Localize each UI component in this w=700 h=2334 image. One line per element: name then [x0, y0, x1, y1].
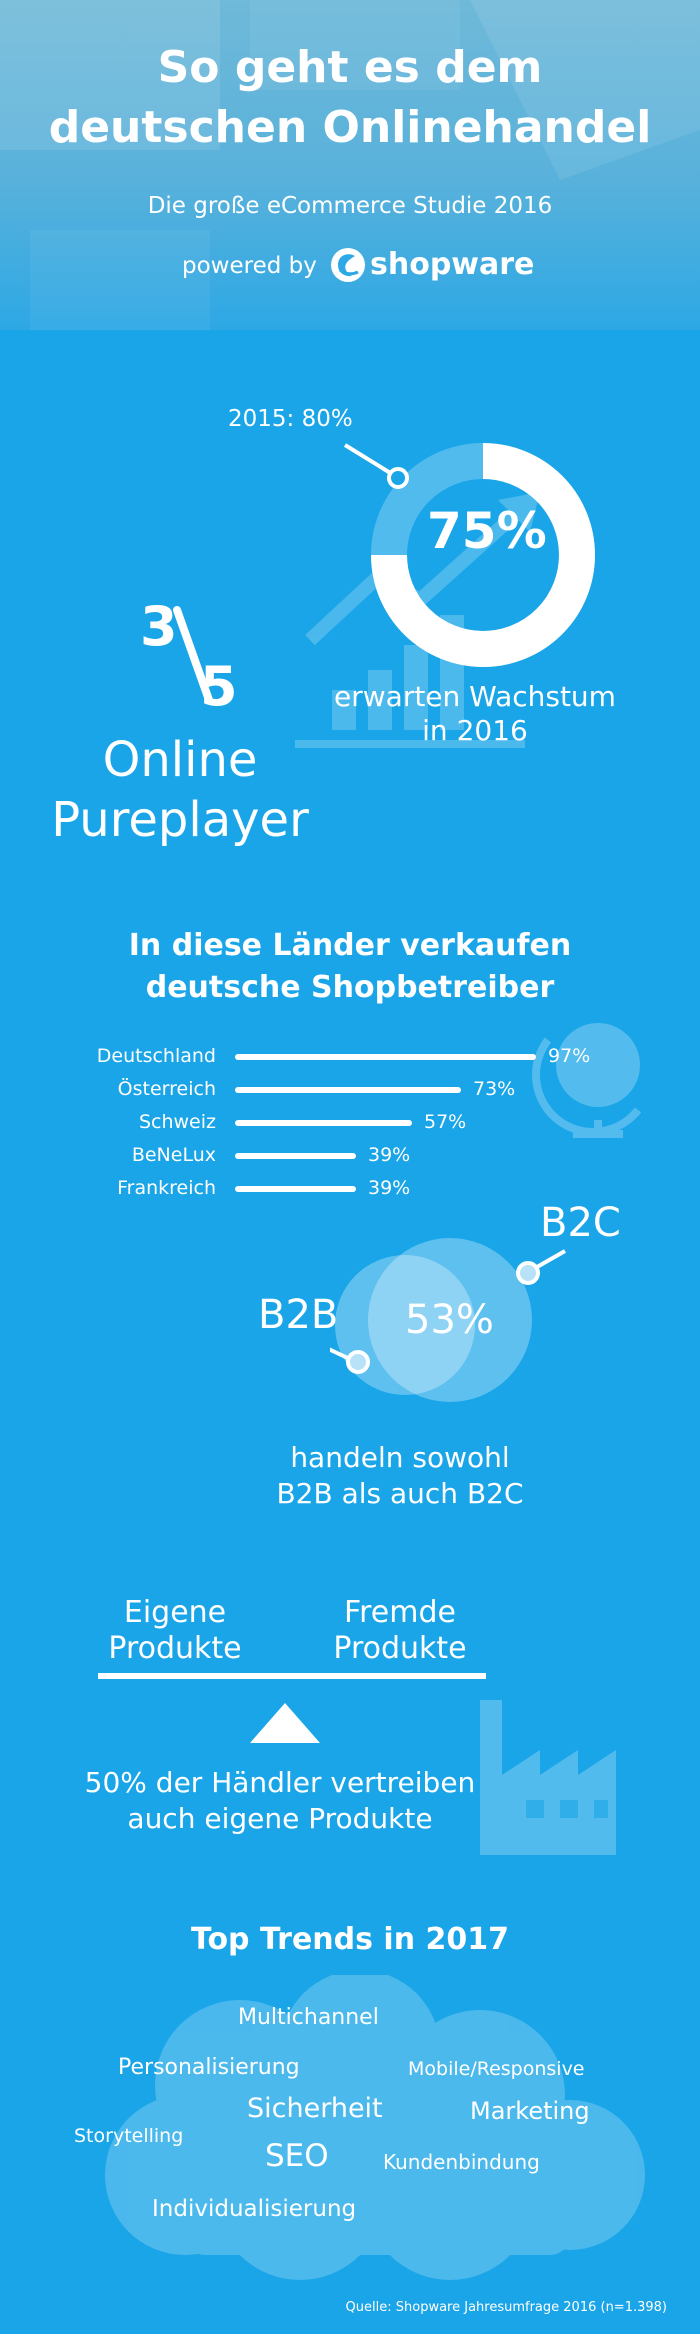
third-party-products-line-1: Fremde: [344, 1595, 456, 1630]
growth-caption: erwarten Wachstum in 2016: [330, 680, 620, 748]
third-party-products-label: Fremde Produkte: [300, 1595, 500, 1667]
products-caption-line-1: 50% der Händler vertreiben: [84, 1766, 476, 1799]
header-background-photo: [0, 0, 700, 330]
trend-personalisierung: Personalisierung: [118, 2055, 300, 2080]
title-line-1: So geht es dem: [157, 42, 543, 93]
trend-sicherheit: Sicherheit: [247, 2093, 383, 2124]
trend-seo: SEO: [265, 2138, 329, 2174]
country-value: 57%: [424, 1111, 467, 1133]
b2c-label: B2C: [540, 1200, 621, 1246]
fraction-slash: [173, 606, 213, 704]
b2b-b2c-value: 53%: [405, 1297, 494, 1343]
trend-mobile-responsive: Mobile/Responsive: [408, 2058, 585, 2080]
globe-icon: [531, 1023, 642, 1138]
pureplayer-label-line-2: Pureplayer: [51, 792, 309, 848]
countries-title-line-1: In diese Länder verkaufen: [128, 928, 572, 963]
b2b-pointer-line: [330, 1347, 353, 1362]
country-bar: [235, 1054, 536, 1060]
own-products-line-1: Eigene: [123, 1595, 227, 1630]
growth-graphic: [295, 443, 595, 748]
trend-marketing: Marketing: [470, 2097, 590, 2125]
b2b-label: B2B: [258, 1292, 339, 1338]
b2b-pointer-dot: [346, 1350, 370, 1374]
brand-name: shopware: [370, 247, 535, 282]
donut-value-arc: [371, 443, 595, 667]
pointer-dot: [387, 467, 409, 489]
country-bar: [235, 1153, 356, 1159]
trend-multichannel: Multichannel: [238, 2005, 379, 2030]
b2b-b2c-caption: handeln sowohl B2B als auch B2C: [200, 1440, 600, 1512]
country-label: Schweiz: [138, 1111, 216, 1133]
source-note: Quelle: Shopware Jahresumfrage 2016 (n=1…: [345, 2300, 667, 2315]
scale-beam: [98, 1673, 486, 1679]
country-value: 39%: [368, 1177, 411, 1199]
factory-icon: [480, 1700, 616, 1855]
country-value: 73%: [473, 1078, 516, 1100]
growth-caption-line-1: erwarten Wachstum: [334, 680, 616, 713]
own-products-line-2: Produkte: [108, 1631, 242, 1666]
venn-diagram: [330, 1238, 566, 1402]
growth-caption-line-2: in 2016: [422, 714, 528, 747]
pointer-line: [343, 443, 394, 476]
b2b-b2c-caption-line-1: handeln sowohl: [290, 1441, 510, 1474]
powered-by-text: powered by: [182, 253, 317, 279]
subtitle: Die große eCommerce Studie 2016: [147, 193, 553, 219]
countries-title: In diese Länder verkaufen deutsche Shopb…: [0, 925, 700, 1009]
page-title: So geht es dem deutschen Onlinehandel: [0, 38, 700, 158]
b2b-b2c-caption-line-2: B2B als auch B2C: [276, 1477, 524, 1510]
country-bar: [235, 1186, 356, 1192]
country-value: 39%: [368, 1144, 411, 1166]
b2b-circle: [335, 1255, 475, 1395]
shopware-logo-icon: [331, 248, 365, 282]
products-caption: 50% der Händler vertreiben auch eigene P…: [40, 1765, 520, 1837]
growth-value: 75%: [427, 502, 547, 560]
countries-title-line-2: deutsche Shopbetreiber: [145, 970, 555, 1005]
country-label: Frankreich: [117, 1177, 216, 1199]
own-products-label: Eigene Produkte: [85, 1595, 265, 1667]
balance-scale: [98, 1673, 486, 1743]
country-label: Österreich: [117, 1078, 216, 1100]
trend-individualisierung: Individualisierung: [152, 2196, 357, 2222]
b2c-pointer-dot: [516, 1261, 540, 1285]
country-value: 97%: [548, 1045, 591, 1067]
trend-storytelling: Storytelling: [74, 2125, 184, 2147]
title-line-2: deutschen Onlinehandel: [48, 102, 652, 153]
country-label: Deutschland: [96, 1045, 216, 1067]
trends-title: Top Trends in 2017: [190, 1922, 510, 1957]
b2c-circle: [368, 1238, 532, 1402]
pureplayer-label: Online Pureplayer: [40, 730, 320, 850]
previous-year-label: 2015: 80%: [228, 406, 353, 432]
trend-kundenbindung: Kundenbindung: [383, 2150, 540, 2174]
country-label: BeNeLux: [131, 1144, 216, 1166]
country-bar: [235, 1120, 412, 1126]
third-party-products-line-2: Produkte: [333, 1631, 467, 1666]
cloud-shape: [105, 1975, 645, 2280]
fraction-denominator: 5: [200, 655, 238, 718]
fraction-numerator: 3: [140, 595, 178, 658]
country-bar: [235, 1087, 461, 1093]
products-caption-line-2: auch eigene Produkte: [127, 1802, 433, 1835]
pureplayer-label-line-1: Online: [102, 732, 258, 788]
scale-fulcrum: [250, 1703, 320, 1743]
header-banner: So geht es dem deutschen Onlinehandel Di…: [0, 0, 700, 330]
